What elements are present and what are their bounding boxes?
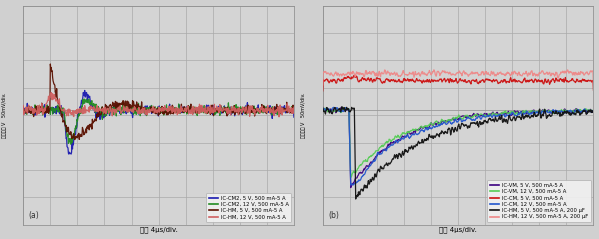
Text: (a): (a) <box>29 211 40 220</box>
X-axis label: 時間 4μs/div.: 時間 4μs/div. <box>140 227 177 234</box>
Text: 輸出電壓 V   50mV/div.: 輸出電壓 V 50mV/div. <box>301 92 307 138</box>
X-axis label: 時間 4μs/div.: 時間 4μs/div. <box>439 227 477 234</box>
Legend: IC-CM2, 5 V, 500 mA-5 A, IC-CM2, 12 V, 500 mA-5 A, IC-HM, 5 V, 500 mA-5 A, IC-HM: IC-CM2, 5 V, 500 mA-5 A, IC-CM2, 12 V, 5… <box>206 193 291 222</box>
Text: 輸出電壓 V   50mV/div.: 輸出電壓 V 50mV/div. <box>2 92 7 138</box>
Text: (b): (b) <box>328 211 339 220</box>
Legend: IC-VM, 5 V, 500 mA-5 A, IC-VM, 12 V, 500 mA-5 A, IC-CM, 5 V, 500 mA-5 A, IC-CM, : IC-VM, 5 V, 500 mA-5 A, IC-VM, 12 V, 500… <box>487 180 591 222</box>
